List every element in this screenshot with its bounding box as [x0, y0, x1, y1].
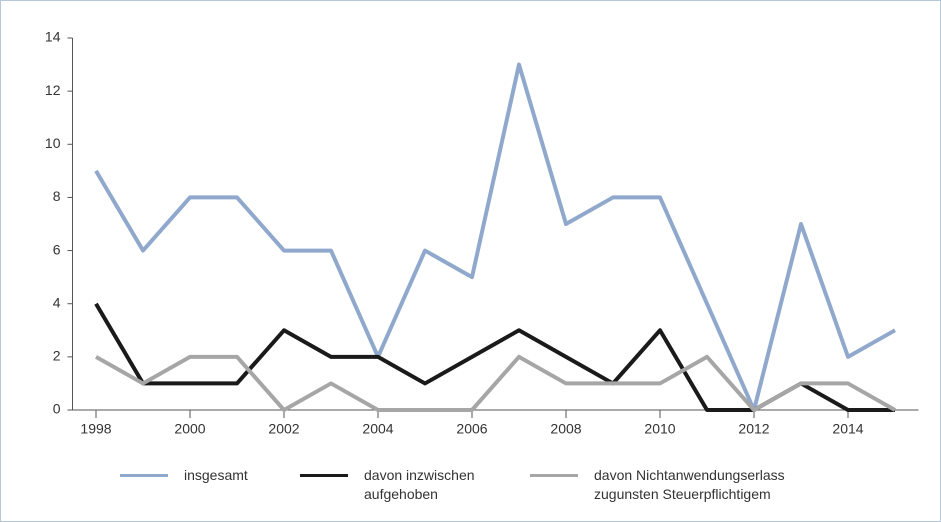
- y-tick-label: 4: [53, 294, 61, 310]
- y-tick-label: 2: [53, 348, 61, 364]
- y-tick-label: 8: [53, 188, 61, 204]
- x-tick-label: 2006: [456, 421, 487, 437]
- x-tick-label: 2008: [550, 421, 581, 437]
- legend-swatch: [120, 474, 168, 477]
- series-line: [95, 354, 896, 412]
- x-tick-label: 2014: [832, 421, 863, 437]
- y-tick-label: 12: [45, 82, 61, 98]
- y-tick-label: 0: [53, 401, 61, 417]
- legend-item: davon inzwischen aufgehoben: [300, 466, 514, 504]
- x-tick-label: 2004: [362, 421, 393, 437]
- legend-item: insgesamt: [120, 466, 294, 485]
- legend-swatch: [530, 474, 578, 477]
- series-line: [94, 62, 896, 412]
- x-tick-label: 2012: [738, 421, 769, 437]
- legend-label: davon Nichtanwendungserlass zugunsten St…: [594, 467, 785, 502]
- legend-label: davon inzwischen aufgehoben: [364, 467, 475, 502]
- y-tick-label: 14: [45, 29, 61, 45]
- x-tick-label: 2010: [644, 421, 675, 437]
- legend-swatch: [300, 474, 348, 477]
- x-tick-label: 1998: [80, 421, 111, 437]
- chart: 0 2 4 6 8 10 12 14 1998 2000 2002 2004 2006 2008 2010 2…: [45, 29, 919, 437]
- legend: insgesamt davon inzwischen aufgehoben davo…: [120, 466, 920, 516]
- y-tick-label: 10: [45, 135, 61, 151]
- legend-label: insgesamt: [184, 467, 248, 483]
- x-tick-label: 2000: [174, 421, 205, 437]
- x-tick-label: 2002: [268, 421, 299, 437]
- legend-item: davon Nichtanwendungserlass zugunsten St…: [530, 466, 844, 504]
- y-tick-label: 6: [53, 241, 61, 257]
